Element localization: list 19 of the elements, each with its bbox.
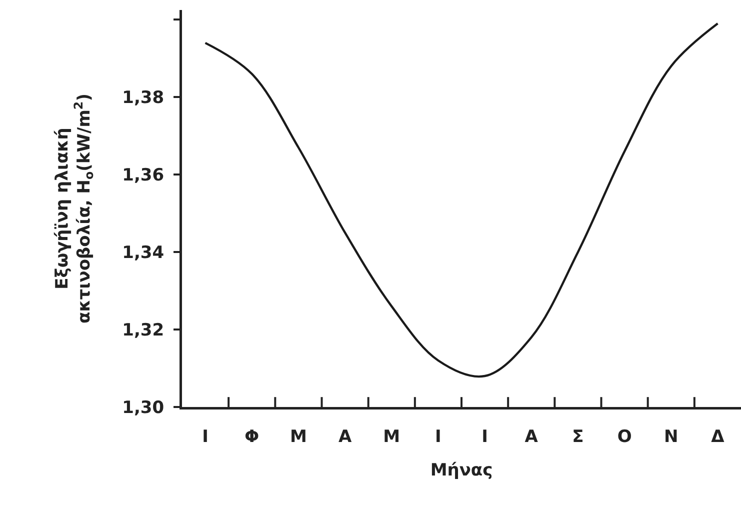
y-tick-label: 1,36 — [122, 166, 164, 186]
y-tick-label: 1,38 — [122, 88, 164, 108]
line-series — [204, 22, 719, 378]
x-tick-label: Μ — [383, 426, 400, 447]
x-axis-title: Μήνας — [430, 460, 493, 481]
x-tick-label: Μ — [290, 426, 307, 447]
x-tick-label: Φ — [244, 426, 260, 447]
x-tick-label: Ο — [617, 426, 632, 447]
x-tick-label: Ι — [482, 426, 488, 447]
y-tick-label: 1,30 — [122, 398, 164, 418]
x-tick-label: Α — [338, 426, 352, 447]
y-tick-label: 1,32 — [122, 320, 164, 340]
x-tick-label: Σ — [572, 426, 584, 447]
x-tick-label: Ι — [202, 426, 208, 447]
x-tick-label: Α — [524, 426, 539, 447]
y-tick-label: 1,34 — [122, 243, 164, 264]
x-tick-label: Ι — [435, 426, 442, 447]
x-tick-label: Δ — [711, 426, 726, 447]
x-tick-label: Ν — [664, 426, 678, 447]
